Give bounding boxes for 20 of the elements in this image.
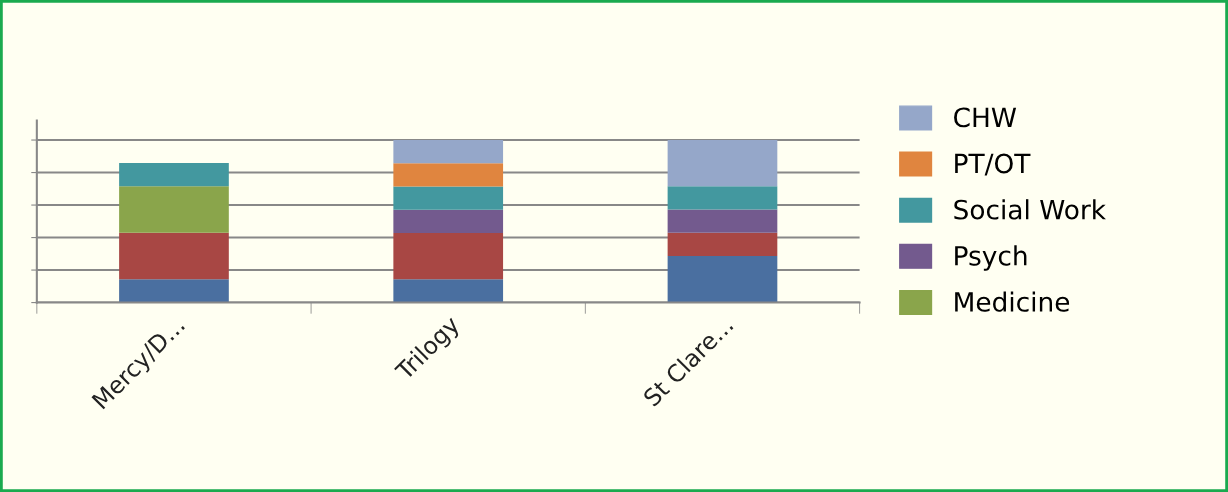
legend-label: Medicine	[955, 291, 1070, 312]
bar	[393, 140, 504, 164]
bar	[119, 279, 229, 303]
legend-label: Psych	[955, 245, 1027, 271]
legend-label: PT/OT	[955, 153, 1031, 176]
legend-label: Social Work	[954, 199, 1106, 220]
bar	[393, 163, 504, 187]
bar	[393, 233, 504, 280]
bar	[119, 232, 229, 280]
bar	[667, 256, 778, 303]
bar	[119, 186, 229, 233]
bar	[119, 163, 229, 187]
bar	[393, 186, 504, 210]
bar	[667, 209, 778, 233]
legend-label: CHW	[954, 107, 1017, 128]
bar	[667, 232, 778, 257]
bar	[393, 209, 504, 234]
bar	[667, 140, 778, 187]
bar	[667, 186, 778, 210]
bar	[393, 279, 504, 303]
